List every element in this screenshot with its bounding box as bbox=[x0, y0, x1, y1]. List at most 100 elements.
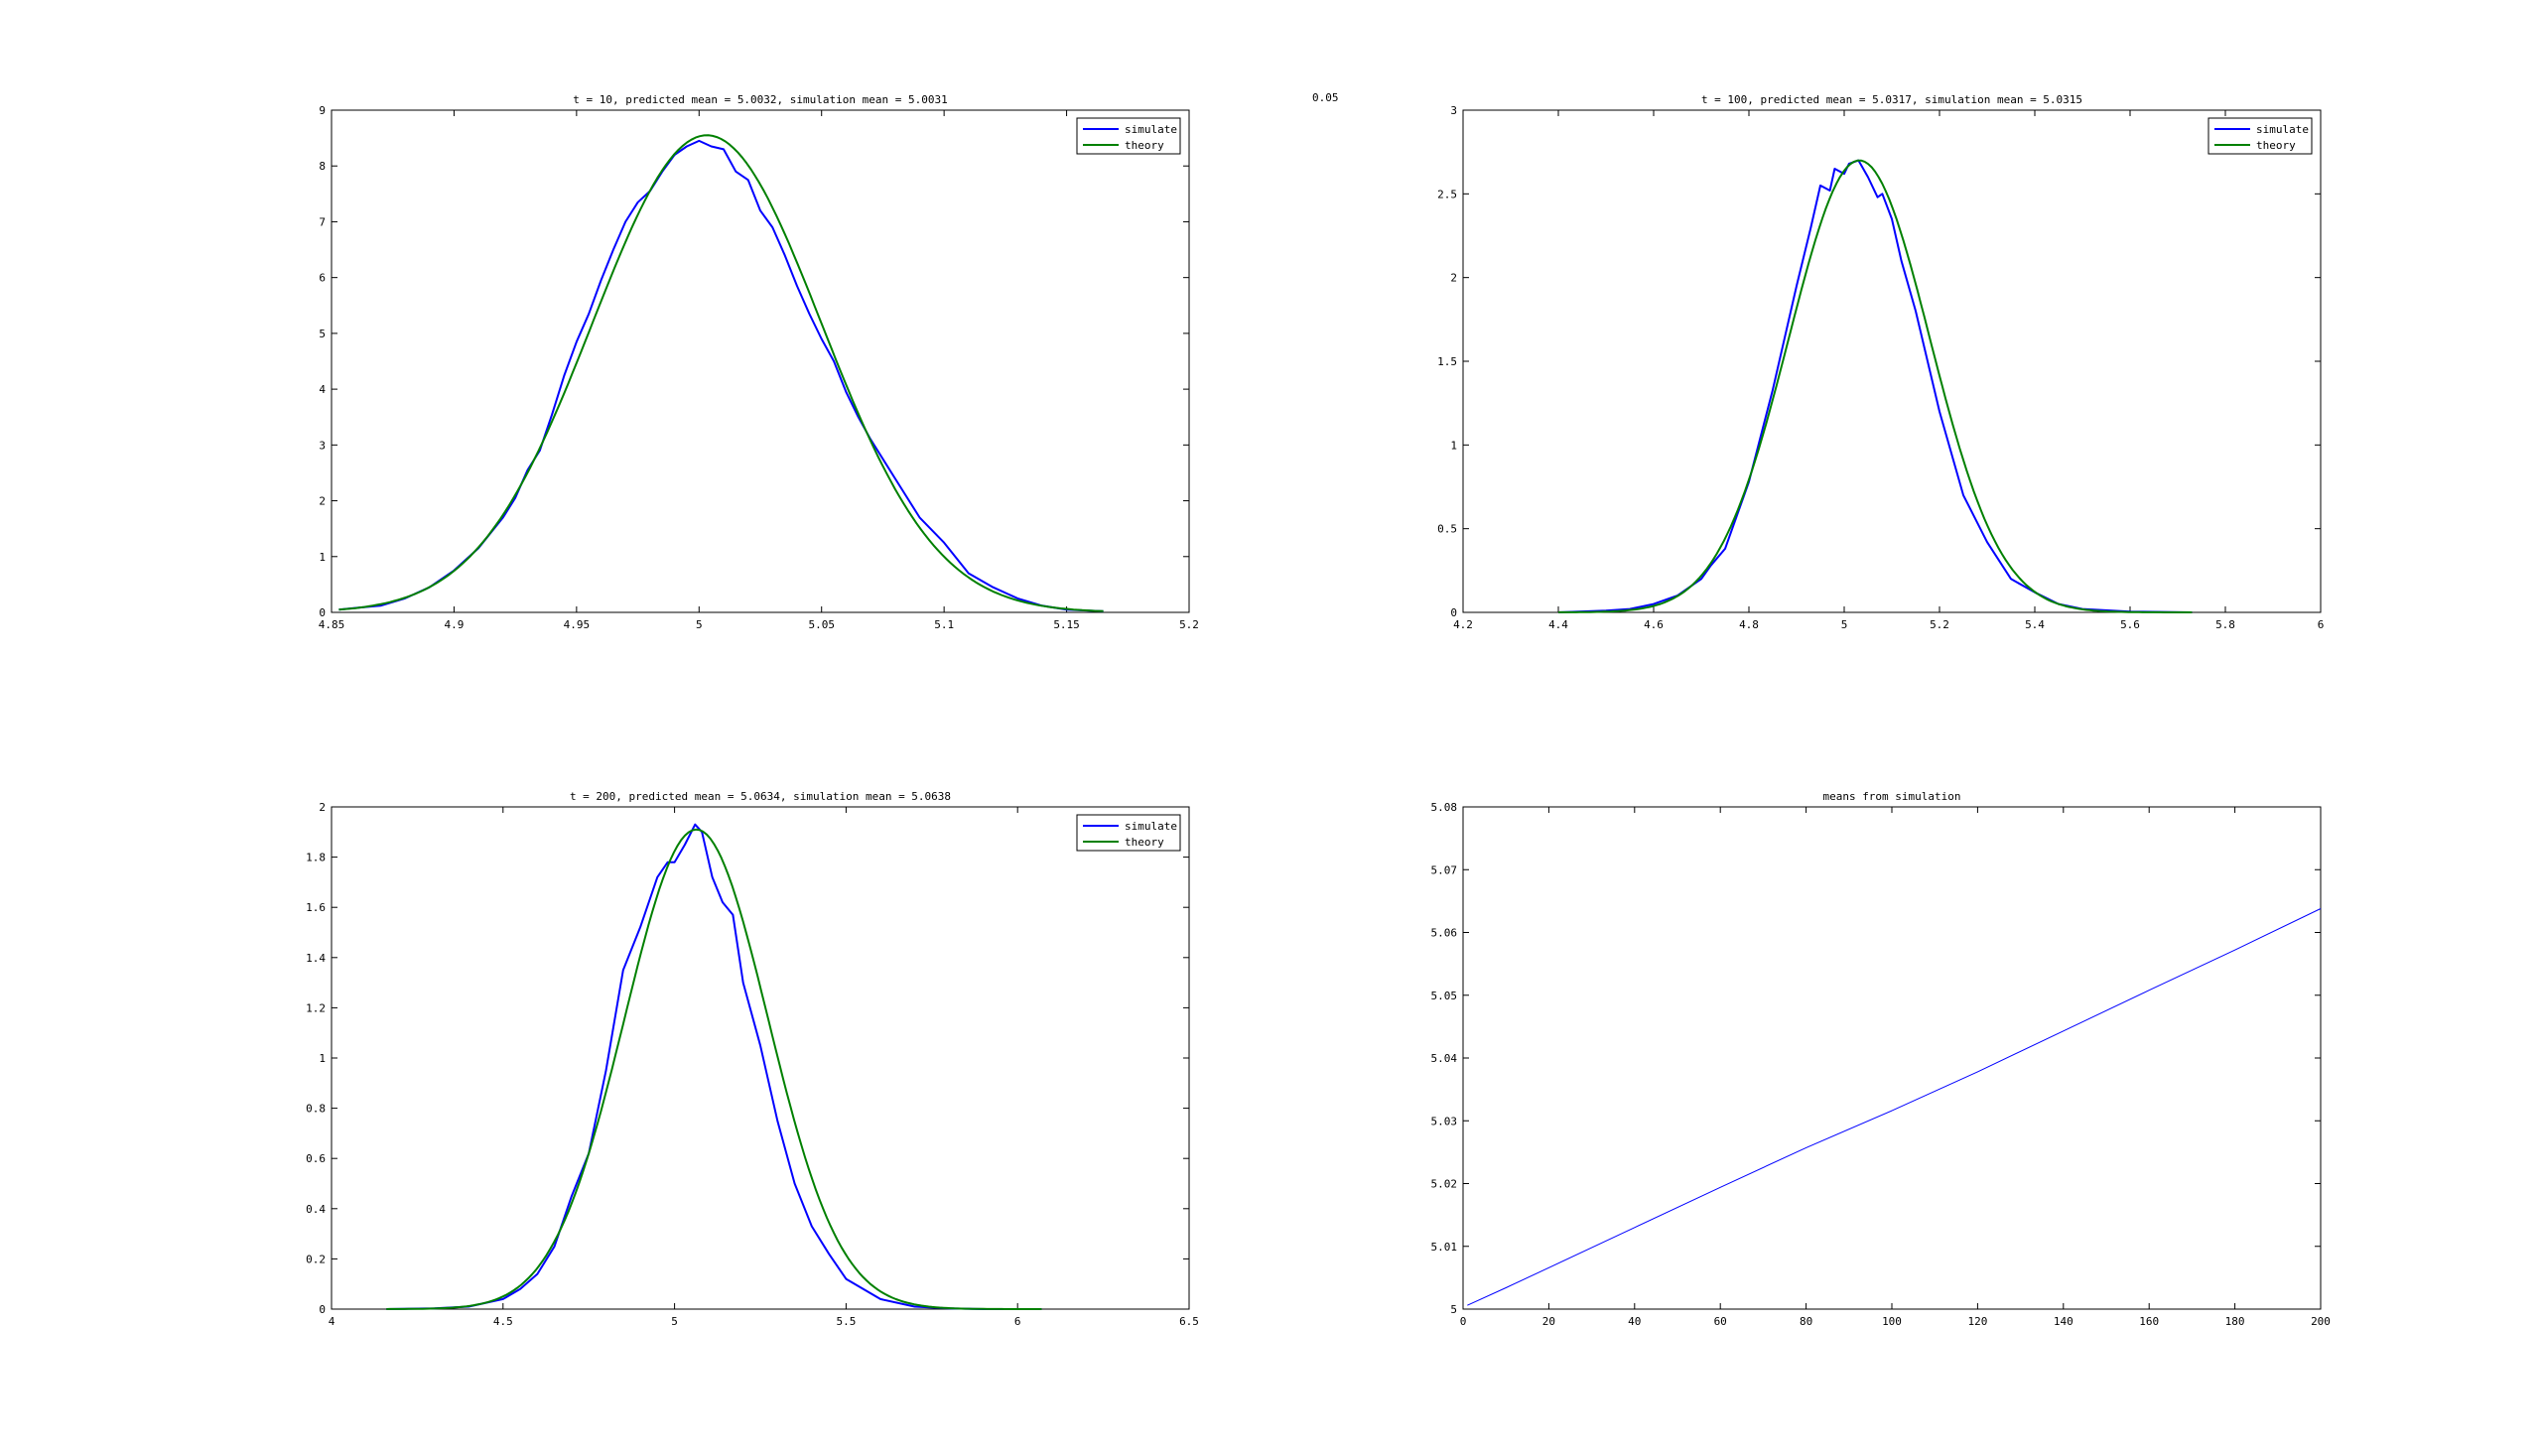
legend-box bbox=[1076, 814, 1181, 852]
plot-1: t = 10, predicted mean = 5.0032, simulat… bbox=[319, 93, 1199, 631]
y-tick-label: 1.6 bbox=[306, 901, 326, 914]
series-theory-line bbox=[338, 134, 1104, 612]
plot-title: t = 10, predicted mean = 5.0032, simulat… bbox=[573, 93, 948, 106]
x-tick-label: 5.4 bbox=[2025, 618, 2045, 631]
series-means-line bbox=[1467, 908, 2322, 1306]
x-tick-label: 80 bbox=[1800, 1315, 1812, 1328]
x-tick-label: 180 bbox=[2225, 1315, 2245, 1328]
y-tick-label: 3 bbox=[1450, 104, 1457, 117]
y-tick-label: 0.8 bbox=[306, 1103, 326, 1116]
legend: simulate theory bbox=[2207, 117, 2313, 155]
x-tick-label: 5.5 bbox=[836, 1315, 856, 1328]
y-tick-label: 5 bbox=[1450, 1303, 1457, 1316]
x-tick-label: 5 bbox=[696, 618, 703, 631]
x-tick-label: 20 bbox=[1542, 1315, 1555, 1328]
legend-label-simulate: simulate bbox=[1125, 123, 1177, 136]
x-tick-label: 6 bbox=[2318, 618, 2325, 631]
y-tick-label: 1.2 bbox=[306, 1001, 326, 1014]
x-tick-label: 5.05 bbox=[808, 618, 835, 631]
y-tick-label: 0 bbox=[1450, 606, 1457, 619]
legend-label-theory: theory bbox=[1125, 836, 1164, 849]
legend-box bbox=[1076, 117, 1181, 155]
legend: simulate theory bbox=[1076, 814, 1181, 852]
y-tick-label: 1.4 bbox=[306, 952, 326, 965]
y-tick-label: 0 bbox=[319, 1303, 326, 1316]
axes-box bbox=[1462, 109, 2322, 613]
legend-label-theory: theory bbox=[2256, 139, 2296, 152]
figure-annotation: 0.05 bbox=[1312, 91, 1339, 104]
x-tick-label: 5.8 bbox=[2215, 618, 2235, 631]
y-tick-label: 1 bbox=[1450, 439, 1457, 452]
y-tick-label: 0 bbox=[319, 606, 326, 619]
axes-box bbox=[331, 109, 1190, 613]
y-tick-label: 5.04 bbox=[1431, 1052, 1458, 1065]
plot-title: means from simulation bbox=[1822, 790, 1960, 803]
x-tick-label: 6.5 bbox=[1179, 1315, 1199, 1328]
y-tick-label: 5.06 bbox=[1431, 927, 1458, 940]
y-tick-label: 5.08 bbox=[1431, 801, 1458, 814]
legend: simulate theory bbox=[1076, 117, 1181, 155]
y-tick-label: 2 bbox=[1450, 272, 1457, 285]
y-tick-label: 1 bbox=[319, 1052, 326, 1065]
y-tick-label: 7 bbox=[319, 215, 326, 228]
plot-2: t = 100, predicted mean = 5.0317, simula… bbox=[1437, 93, 2324, 631]
y-tick-label: 6 bbox=[319, 272, 326, 285]
y-tick-label: 0.4 bbox=[306, 1203, 326, 1216]
legend-label-simulate: simulate bbox=[1125, 820, 1177, 833]
x-tick-label: 5 bbox=[1841, 618, 1848, 631]
x-tick-label: 4 bbox=[329, 1315, 335, 1328]
y-tick-label: 0.6 bbox=[306, 1152, 326, 1165]
x-tick-label: 4.95 bbox=[564, 618, 591, 631]
y-tick-label: 3 bbox=[319, 439, 326, 452]
y-tick-label: 9 bbox=[319, 104, 326, 117]
x-tick-label: 4.8 bbox=[1739, 618, 1759, 631]
y-tick-label: 0.5 bbox=[1437, 523, 1457, 536]
x-tick-label: 160 bbox=[2139, 1315, 2159, 1328]
y-tick-label: 2.5 bbox=[1437, 188, 1457, 200]
x-tick-label: 4.2 bbox=[1453, 618, 1473, 631]
series-theory-line bbox=[1558, 159, 2193, 613]
y-tick-label: 1.8 bbox=[306, 852, 326, 864]
legend-label-simulate: simulate bbox=[2256, 123, 2309, 136]
x-tick-label: 120 bbox=[1967, 1315, 1987, 1328]
x-tick-label: 4.6 bbox=[1644, 618, 1664, 631]
y-tick-label: 5.05 bbox=[1431, 990, 1458, 1002]
plot-title: t = 100, predicted mean = 5.0317, simula… bbox=[1701, 93, 2082, 106]
y-tick-label: 5 bbox=[319, 328, 326, 340]
x-tick-label: 5 bbox=[671, 1315, 678, 1328]
x-tick-label: 5.2 bbox=[1179, 618, 1199, 631]
series-simulate-line bbox=[1557, 159, 2193, 613]
x-tick-label: 6 bbox=[1014, 1315, 1021, 1328]
x-tick-label: 40 bbox=[1628, 1315, 1641, 1328]
series-simulate-line bbox=[338, 139, 1104, 612]
y-tick-label: 5.02 bbox=[1431, 1178, 1458, 1191]
plot-title: t = 200, predicted mean = 5.0634, simula… bbox=[570, 790, 951, 803]
x-tick-label: 4.5 bbox=[493, 1315, 513, 1328]
x-tick-label: 4.85 bbox=[319, 618, 345, 631]
legend-label-theory: theory bbox=[1125, 139, 1164, 152]
y-tick-label: 5.03 bbox=[1431, 1115, 1458, 1127]
x-tick-label: 0 bbox=[1460, 1315, 1467, 1328]
series-theory-line bbox=[386, 828, 1042, 1310]
x-tick-label: 5.2 bbox=[1930, 618, 1949, 631]
series-simulate-line bbox=[386, 823, 1042, 1310]
y-tick-label: 4 bbox=[319, 383, 326, 396]
x-tick-label: 200 bbox=[2311, 1315, 2331, 1328]
y-tick-label: 2 bbox=[319, 801, 326, 814]
y-tick-label: 1 bbox=[319, 551, 326, 564]
x-tick-label: 5.6 bbox=[2120, 618, 2140, 631]
y-tick-label: 8 bbox=[319, 160, 326, 173]
axes-box bbox=[331, 806, 1190, 1310]
x-tick-label: 140 bbox=[2054, 1315, 2073, 1328]
y-tick-label: 1.5 bbox=[1437, 355, 1457, 368]
y-tick-label: 0.2 bbox=[306, 1253, 326, 1265]
plot-4: means from simulation 0 20 40 60 80 100 120 140 1… bbox=[1431, 790, 2331, 1328]
x-tick-label: 5.1 bbox=[934, 618, 954, 631]
x-tick-label: 100 bbox=[1882, 1315, 1902, 1328]
y-tick-label: 5.07 bbox=[1431, 863, 1458, 876]
axes-box bbox=[1462, 806, 2322, 1310]
plot-3: t = 200, predicted mean = 5.0634, simula… bbox=[306, 790, 1199, 1328]
x-tick-label: 5.15 bbox=[1053, 618, 1080, 631]
x-tick-label: 60 bbox=[1714, 1315, 1727, 1328]
